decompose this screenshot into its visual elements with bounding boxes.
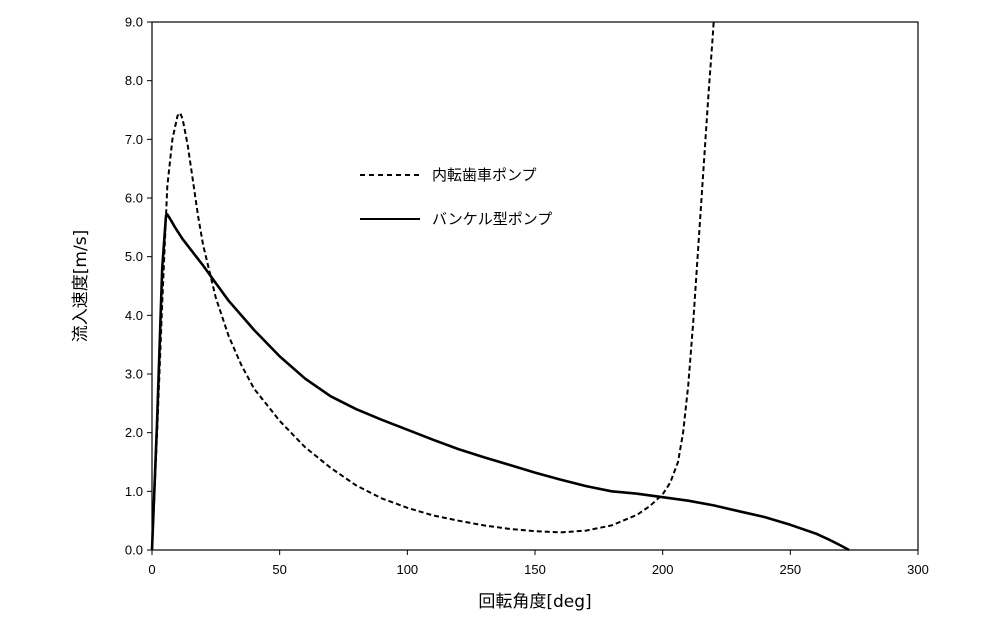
y-tick-label: 2.0	[125, 425, 143, 440]
y-tick-label: 0.0	[125, 543, 143, 558]
y-axis-ticks: 0.0 1.0 2.0 3.0 4.0 5.0 6.0 7.0 8.0 9.0	[125, 15, 152, 558]
x-axis-ticks: 0 50 100 150 200 250 300	[148, 550, 929, 577]
plot-area-frame	[151, 21, 919, 551]
x-tick-label: 150	[524, 562, 546, 577]
legend-label-wankel: バンケル型ポンプ	[432, 210, 552, 228]
y-tick-label: 4.0	[125, 308, 143, 323]
internal-gear-pump-line	[151, 21, 715, 551]
y-tick-label: 8.0	[125, 73, 143, 88]
x-tick-label: 100	[396, 562, 418, 577]
x-tick-label: 0	[148, 562, 155, 577]
x-tick-label: 50	[272, 562, 286, 577]
x-tick-label: 200	[652, 562, 674, 577]
y-axis-label: 流入速度[m/s]	[71, 230, 91, 342]
series-layer	[150, 21, 850, 552]
y-tick-label: 9.0	[125, 15, 143, 30]
legend: 内転歯車ポンプ バンケル型ポンプ	[360, 166, 552, 228]
x-axis-label: 回転角度[deg]	[478, 592, 591, 612]
y-tick-label: 6.0	[125, 191, 143, 206]
y-tick-label: 5.0	[125, 249, 143, 264]
wankel-pump-line	[150, 213, 850, 552]
legend-label-internal-gear: 内転歯車ポンプ	[432, 166, 537, 184]
x-tick-label: 250	[779, 562, 801, 577]
y-tick-label: 1.0	[125, 484, 143, 499]
y-tick-label: 7.0	[125, 132, 143, 147]
x-tick-label: 300	[907, 562, 929, 577]
y-tick-label: 3.0	[125, 367, 143, 382]
